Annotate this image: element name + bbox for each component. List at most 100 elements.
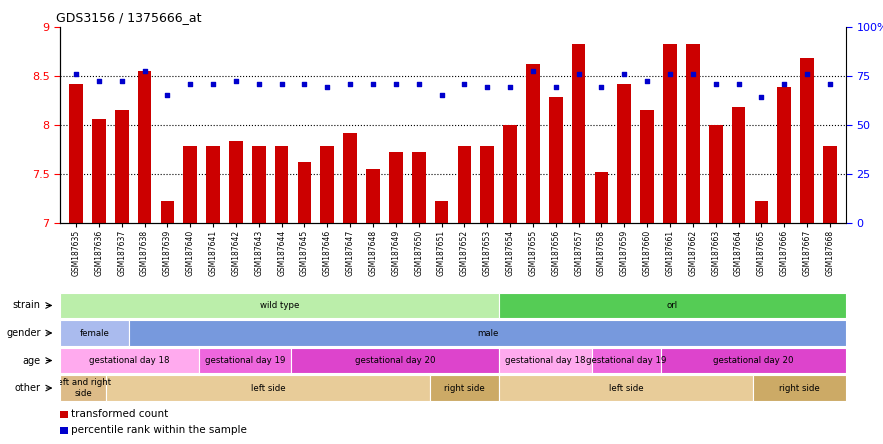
- Point: [800, 70, 814, 77]
- Text: orl: orl: [667, 301, 678, 310]
- Text: gestational day 20: gestational day 20: [355, 356, 435, 365]
- Text: wild type: wild type: [260, 301, 299, 310]
- FancyBboxPatch shape: [60, 293, 499, 318]
- Bar: [184, 147, 197, 223]
- FancyBboxPatch shape: [499, 293, 846, 318]
- Text: left side: left side: [609, 384, 644, 392]
- Bar: [252, 147, 266, 223]
- Point: [275, 80, 289, 87]
- FancyBboxPatch shape: [499, 375, 753, 401]
- Text: GDS3156 / 1375666_at: GDS3156 / 1375666_at: [57, 11, 201, 24]
- Bar: [321, 147, 334, 223]
- FancyBboxPatch shape: [430, 375, 499, 401]
- Text: left side: left side: [251, 384, 285, 392]
- Bar: [457, 147, 472, 223]
- FancyBboxPatch shape: [592, 348, 661, 373]
- Point: [526, 67, 540, 74]
- Bar: [686, 44, 699, 223]
- FancyBboxPatch shape: [753, 375, 846, 401]
- Bar: [800, 58, 814, 223]
- Bar: [594, 172, 608, 223]
- Bar: [732, 107, 745, 223]
- Point: [434, 92, 449, 99]
- Point: [411, 80, 426, 87]
- FancyBboxPatch shape: [60, 348, 199, 373]
- Point: [138, 67, 152, 74]
- Bar: [275, 147, 289, 223]
- Text: other: other: [15, 383, 41, 393]
- Point: [640, 77, 654, 84]
- Bar: [60, 427, 68, 433]
- Text: gestational day 19: gestational day 19: [205, 356, 285, 365]
- Point: [115, 77, 129, 84]
- Point: [571, 70, 585, 77]
- Bar: [823, 147, 837, 223]
- Bar: [640, 110, 654, 223]
- Text: gestational day 19: gestational day 19: [586, 356, 667, 365]
- Bar: [411, 152, 426, 223]
- Point: [754, 94, 768, 101]
- Point: [366, 80, 380, 87]
- Point: [298, 80, 312, 87]
- Point: [548, 84, 562, 91]
- Bar: [503, 125, 517, 223]
- Bar: [480, 147, 494, 223]
- Text: gestational day 18: gestational day 18: [89, 356, 170, 365]
- Text: strain: strain: [12, 301, 41, 310]
- Point: [480, 84, 494, 91]
- Text: left and right
side: left and right side: [55, 378, 111, 398]
- Bar: [115, 110, 129, 223]
- Point: [503, 84, 517, 91]
- Point: [206, 80, 220, 87]
- Point: [777, 80, 791, 87]
- FancyBboxPatch shape: [106, 375, 430, 401]
- Bar: [709, 125, 722, 223]
- Bar: [207, 147, 220, 223]
- FancyBboxPatch shape: [60, 375, 106, 401]
- Text: percentile rank within the sample: percentile rank within the sample: [71, 425, 246, 435]
- Point: [617, 70, 631, 77]
- Bar: [617, 83, 631, 223]
- Text: age: age: [23, 356, 41, 365]
- Bar: [366, 169, 380, 223]
- Bar: [229, 142, 243, 223]
- FancyBboxPatch shape: [60, 320, 130, 346]
- Bar: [755, 201, 768, 223]
- Bar: [549, 97, 562, 223]
- Point: [161, 92, 175, 99]
- Bar: [663, 44, 677, 223]
- Point: [663, 70, 677, 77]
- Bar: [92, 119, 106, 223]
- Bar: [161, 201, 174, 223]
- Point: [457, 80, 472, 87]
- Bar: [526, 64, 540, 223]
- FancyBboxPatch shape: [199, 348, 291, 373]
- FancyBboxPatch shape: [130, 320, 846, 346]
- Text: right side: right side: [780, 384, 820, 392]
- Bar: [389, 152, 403, 223]
- Point: [229, 77, 243, 84]
- Text: gestational day 18: gestational day 18: [505, 356, 585, 365]
- FancyBboxPatch shape: [661, 348, 846, 373]
- Point: [823, 80, 837, 87]
- Point: [183, 80, 197, 87]
- Bar: [343, 133, 357, 223]
- Bar: [60, 411, 68, 417]
- Text: gender: gender: [6, 328, 41, 338]
- FancyBboxPatch shape: [291, 348, 499, 373]
- Text: transformed count: transformed count: [71, 409, 168, 419]
- FancyBboxPatch shape: [499, 348, 592, 373]
- Bar: [572, 44, 585, 223]
- Bar: [69, 83, 83, 223]
- Bar: [777, 87, 791, 223]
- Point: [389, 80, 403, 87]
- Point: [686, 70, 700, 77]
- Bar: [298, 162, 312, 223]
- Text: female: female: [79, 329, 109, 337]
- Point: [731, 80, 745, 87]
- Text: gestational day 20: gestational day 20: [713, 356, 794, 365]
- Bar: [434, 201, 449, 223]
- Point: [594, 84, 608, 91]
- Bar: [138, 71, 151, 223]
- Point: [69, 70, 83, 77]
